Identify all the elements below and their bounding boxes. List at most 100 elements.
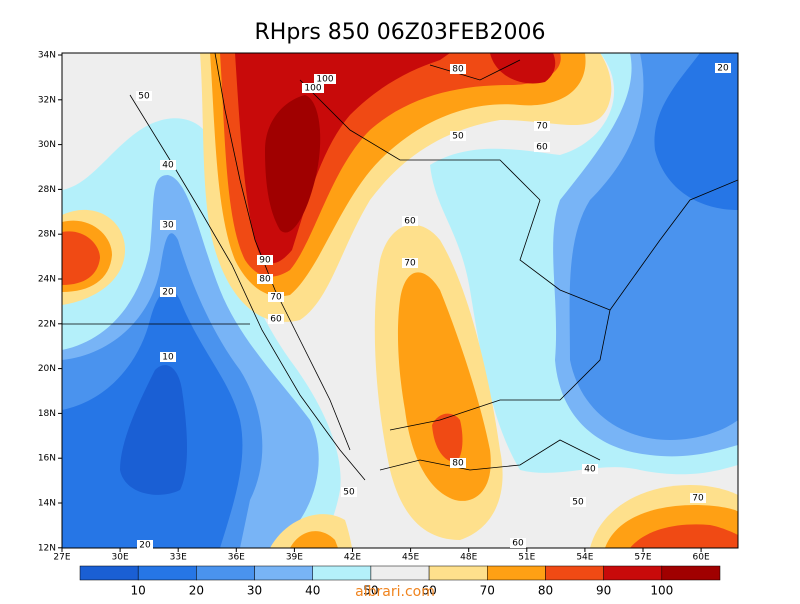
lon-label: 33E bbox=[170, 553, 187, 563]
contour-label-bg bbox=[137, 540, 153, 550]
contour-label: 40 bbox=[584, 465, 596, 475]
humidity-field bbox=[62, 53, 738, 548]
colorbar-swatch bbox=[661, 565, 721, 581]
contour-label: 60 bbox=[404, 217, 416, 227]
lat-label: 18N bbox=[38, 409, 56, 419]
contour-label: 100 bbox=[316, 75, 333, 85]
contour-label-bg bbox=[136, 91, 152, 101]
lon-label: 30E bbox=[112, 553, 129, 563]
lon-label: 39E bbox=[286, 553, 303, 563]
contour-label: 70 bbox=[404, 259, 416, 269]
colorbar-label: 90 bbox=[596, 584, 611, 598]
contour-label-bg bbox=[160, 352, 176, 362]
colorbar-swatch bbox=[196, 565, 255, 581]
contour-label: 90 bbox=[259, 256, 271, 266]
contour-label-bg bbox=[534, 142, 550, 152]
contour-label-bg bbox=[314, 74, 336, 84]
contour-label-bg bbox=[402, 258, 418, 268]
contour-label-bg bbox=[450, 64, 466, 74]
contour-label: 60 bbox=[536, 143, 548, 153]
contour-label-bg bbox=[341, 487, 357, 497]
contour-label: 20 bbox=[717, 64, 729, 74]
contour-label: 50 bbox=[138, 92, 150, 102]
colorbar-label: 20 bbox=[189, 584, 204, 598]
colorbar-label: 60 bbox=[421, 584, 436, 598]
contour-label: 40 bbox=[162, 161, 174, 171]
contour-label-bg bbox=[302, 83, 324, 93]
contour-label: 60 bbox=[270, 315, 282, 325]
contour-label-bg bbox=[450, 458, 466, 468]
colorbar-swatch bbox=[137, 565, 197, 581]
contour-label-bg bbox=[715, 63, 731, 73]
colorbar-swatch bbox=[254, 565, 313, 581]
lat-label: 14N bbox=[38, 499, 56, 509]
colorbar-label: 100 bbox=[650, 584, 673, 598]
contour-label: 30 bbox=[162, 221, 174, 231]
contour-label-bg bbox=[510, 538, 526, 548]
lon-label: 36E bbox=[228, 553, 245, 563]
lon-label: 57E bbox=[634, 553, 651, 563]
contour-label-bg bbox=[582, 464, 598, 474]
contour-label: 80 bbox=[259, 275, 271, 285]
watermark: albrari.com bbox=[355, 584, 435, 600]
contour-label: 70 bbox=[536, 122, 548, 132]
colorbar-swatch bbox=[487, 565, 546, 581]
contour-label: 50 bbox=[572, 498, 584, 508]
lat-label: 16N bbox=[38, 454, 56, 464]
map-title: RHprs 850 06Z03FEB2006 bbox=[255, 20, 546, 45]
colorbar-swatch bbox=[428, 565, 488, 581]
contour-label-bg bbox=[690, 493, 706, 503]
lat-label: 28N bbox=[38, 185, 56, 195]
lat-label: 12N bbox=[38, 543, 56, 553]
lon-label: 54E bbox=[576, 553, 593, 563]
contour-label-bg bbox=[402, 216, 418, 226]
contour-label: 80 bbox=[452, 65, 464, 75]
lat-label: 34N bbox=[38, 51, 56, 61]
colorbar-swatch bbox=[545, 565, 604, 581]
lat-label: 32N bbox=[38, 95, 56, 105]
colorbar-label: 50 bbox=[363, 584, 378, 598]
contour-label-bg bbox=[160, 220, 176, 230]
contour-label: 80 bbox=[452, 459, 464, 469]
contour-label-bg bbox=[160, 287, 176, 297]
lat-label: 28N bbox=[38, 230, 56, 240]
contour-label: 100 bbox=[304, 84, 321, 94]
contour-label-bg bbox=[570, 497, 586, 507]
contour-label-bg bbox=[257, 274, 273, 284]
colorbar-label: 30 bbox=[247, 584, 262, 598]
lon-label: 42E bbox=[344, 553, 361, 563]
lon-label: 51E bbox=[518, 553, 535, 563]
contour-label: 60 bbox=[512, 539, 524, 549]
map-frame bbox=[61, 52, 739, 549]
contour-label: 20 bbox=[139, 541, 151, 551]
contour-label: 50 bbox=[452, 132, 464, 142]
colorbar-swatch bbox=[79, 565, 139, 581]
lat-label: 20N bbox=[38, 364, 56, 374]
contour-label: 10 bbox=[162, 353, 174, 363]
contour-label: 70 bbox=[270, 293, 282, 303]
contour-label-bg bbox=[160, 160, 176, 170]
colorbar-swatch bbox=[370, 565, 430, 581]
contour-label-bg bbox=[268, 314, 284, 324]
contour-label: 70 bbox=[692, 494, 704, 504]
lat-label: 22N bbox=[38, 319, 56, 329]
contour-label: 50 bbox=[343, 488, 355, 498]
lon-label: 45E bbox=[402, 553, 419, 563]
contour-label: 20 bbox=[162, 288, 174, 298]
lat-label: 24N bbox=[38, 275, 56, 285]
lon-label: 48E bbox=[460, 553, 477, 563]
contour-label-bg bbox=[268, 292, 284, 302]
colorbar-swatch bbox=[312, 565, 372, 581]
colorbar-label: 70 bbox=[480, 584, 495, 598]
colorbar-label: 40 bbox=[305, 584, 320, 598]
contour-label-bg bbox=[534, 121, 550, 131]
contour-label-bg bbox=[257, 255, 273, 265]
colorbar-swatch bbox=[603, 565, 663, 581]
colorbar-label: 80 bbox=[538, 584, 553, 598]
contour-label-bg bbox=[450, 131, 466, 141]
lon-label: 27E bbox=[53, 553, 70, 563]
lon-label: 60E bbox=[693, 553, 710, 563]
colorbar-label: 10 bbox=[131, 584, 146, 598]
lat-label: 30N bbox=[38, 140, 56, 150]
